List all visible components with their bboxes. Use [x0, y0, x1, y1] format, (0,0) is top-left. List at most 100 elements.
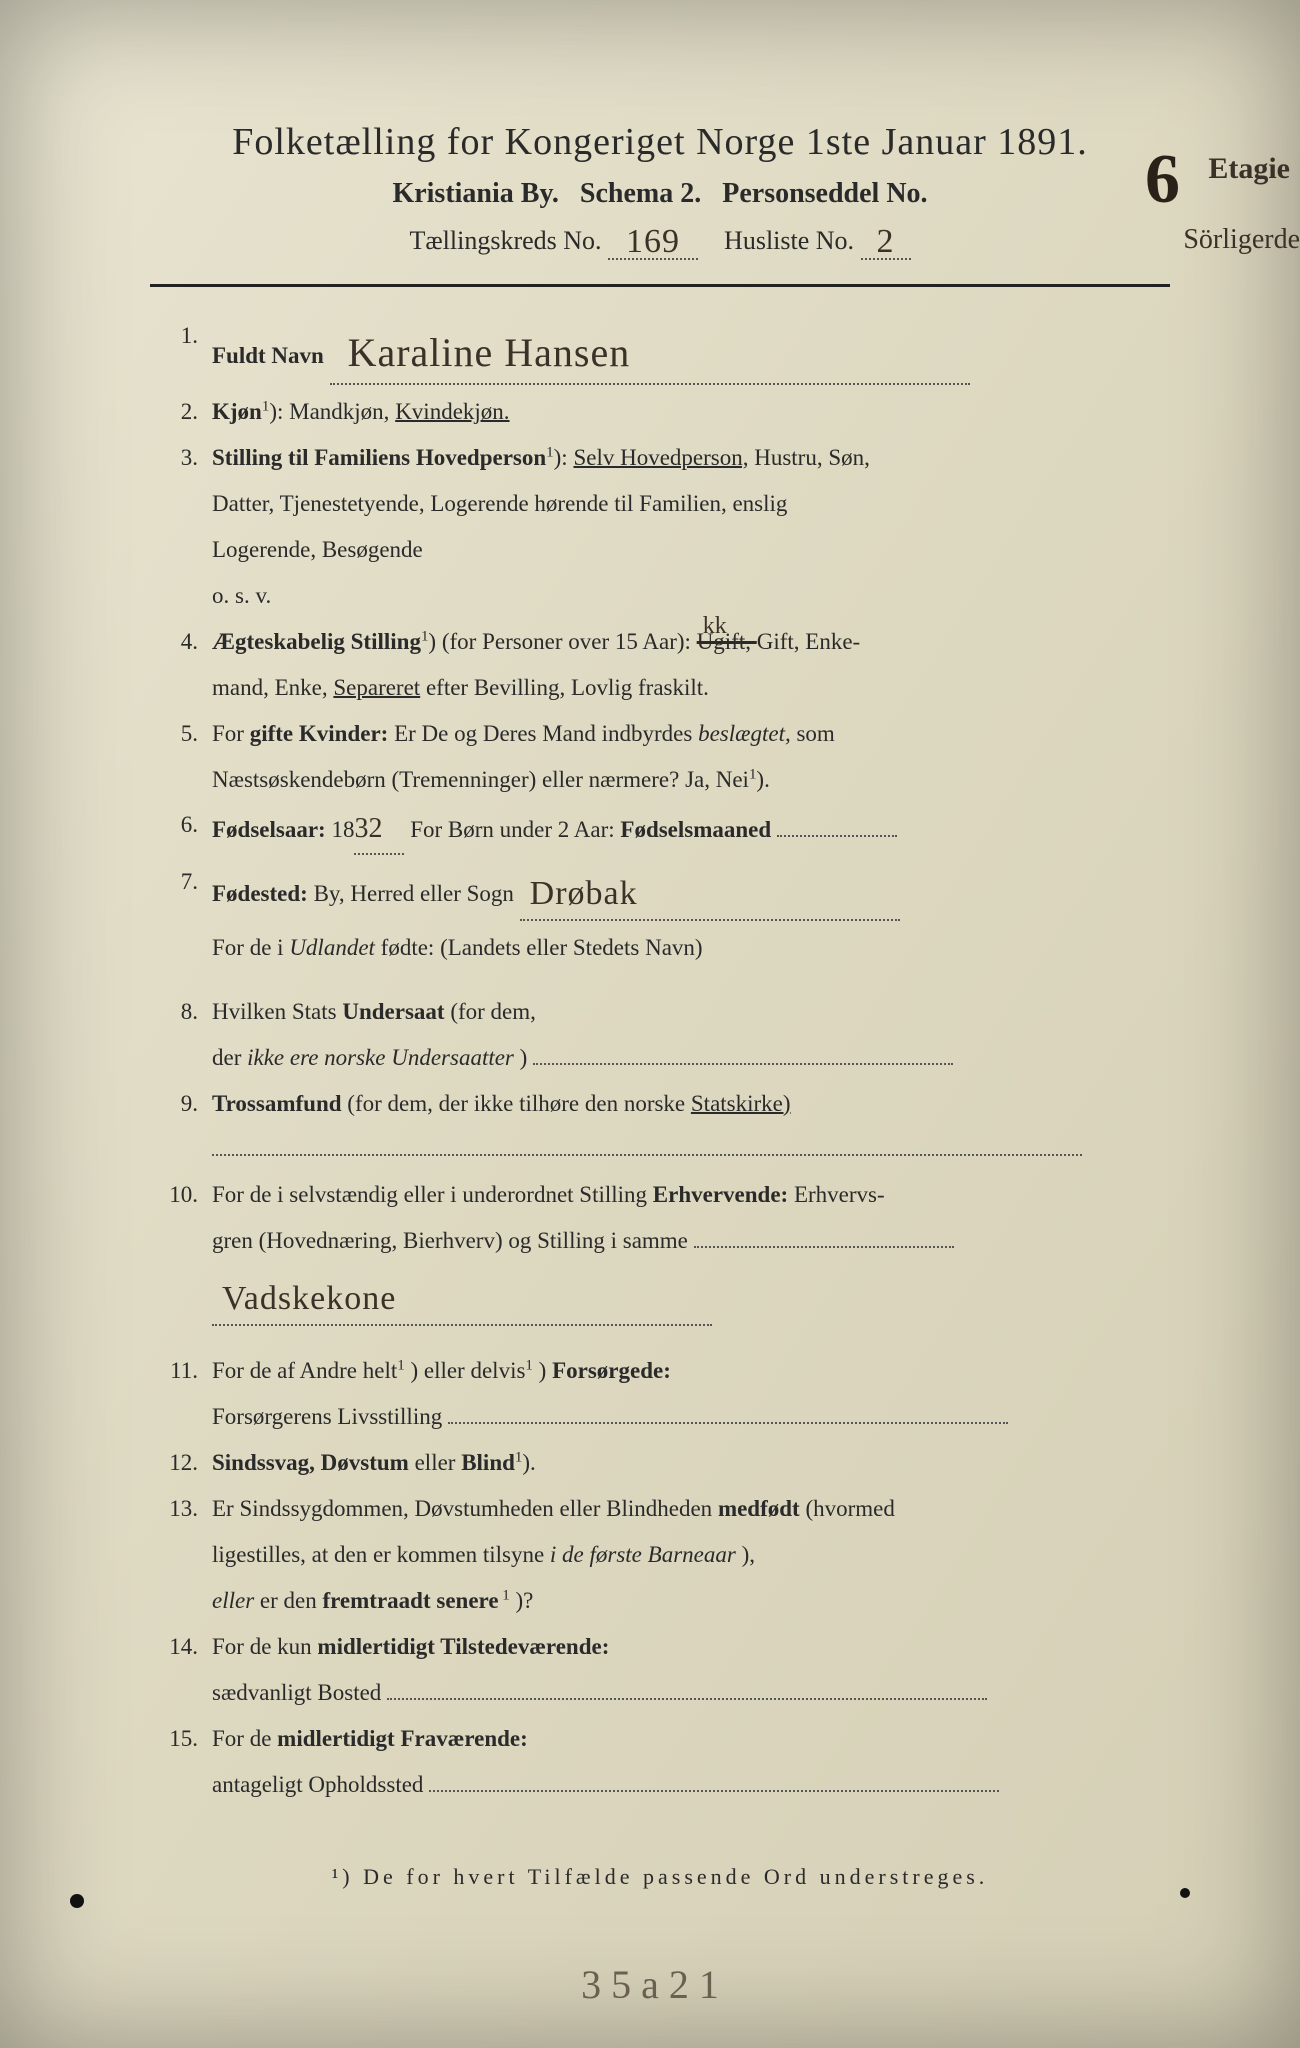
q4-handmark: kk	[703, 607, 727, 647]
q13-line2a: ligestilles, at den er kommen tilsyne	[212, 1542, 550, 1567]
q11-line2-text: Forsørgerens Livsstilling	[212, 1404, 442, 1429]
q4-line2: mand, Enke, Separeret efter Bevilling, L…	[150, 669, 1170, 707]
q12-b2: Blind	[461, 1450, 515, 1475]
bottom-annotation: 3 5 a 2 1	[581, 1961, 719, 2008]
q13-line2b: ),	[742, 1542, 755, 1567]
q15: 15. For de midlertidigt Fraværende:	[150, 1720, 1170, 1758]
side-annotation: Sörligerde	[1183, 224, 1300, 256]
form-subtitle2: Tællingskreds No. 169 Husliste No. 2 Sör…	[150, 220, 1170, 260]
q6: 6. Fødselsaar: 1832 For Børn under 2 Aar…	[150, 806, 1170, 854]
q9-text: (for dem, der ikke tilhøre den norske	[347, 1091, 691, 1116]
q10: 10. For de i selvstændig eller i underor…	[150, 1176, 1170, 1214]
q13-b1: medfødt	[718, 1496, 800, 1521]
q15-b1: midlertidigt Fraværende:	[277, 1726, 528, 1751]
paper-blemish	[70, 1894, 84, 1908]
q11-line2: Forsørgerens Livsstilling	[150, 1398, 1170, 1436]
q15-line2: antageligt Opholdssted	[150, 1766, 1170, 1804]
q2: 2. Kjøn1): Mandkjøn, Kvindekjøn.	[150, 393, 1170, 431]
person-no-value: 6	[1145, 140, 1180, 220]
q4-line2b: efter Bevilling, Lovlig fraskilt.	[426, 675, 709, 700]
q10-text2: Erhvervs-	[794, 1182, 885, 1207]
q15-line2-text: antageligt Opholdssted	[212, 1772, 423, 1797]
q12-b1: Sindssvag, Døvstum	[212, 1450, 409, 1475]
q6-label2: Fødselsmaaned	[620, 817, 771, 842]
q3-label: Stilling til Familiens Hovedperson	[212, 445, 546, 470]
q2-options: Mandkjøn,	[289, 399, 395, 424]
q3-num: 3.	[150, 439, 212, 477]
q6-prefix: 18	[331, 817, 354, 842]
q12-num: 12.	[150, 1444, 212, 1482]
q11-text1: For de af Andre helt	[212, 1358, 397, 1383]
q11-text3: )	[539, 1358, 552, 1383]
q10-value: Vadskekone	[212, 1280, 396, 1317]
q9-num: 9.	[150, 1085, 212, 1123]
q3-selected: Selv Hovedperson,	[573, 445, 748, 470]
q1-value: Karaline Hansen	[330, 330, 631, 375]
q8-line2a: der	[212, 1045, 247, 1070]
q2-num: 2.	[150, 393, 212, 431]
q13-text1: Er Sindssygdommen, Døvstumheden eller Bl…	[212, 1496, 718, 1521]
q13-line3b: er den	[260, 1588, 323, 1613]
q5: 5. For gifte Kvinder: Er De og Deres Man…	[150, 715, 1170, 753]
q5-line2-text: Næstsøskendebørn (Tremenninger) eller næ…	[212, 767, 749, 792]
q13-line3: eller er den fremtraadt senere 1 )?	[150, 1582, 1170, 1620]
husliste-no-value: 2	[877, 223, 895, 260]
q4-label: Ægteskabelig Stilling	[212, 629, 421, 654]
q3-line3: Logerende, Besøgende	[150, 531, 1170, 569]
q13-text2: (hvormed	[805, 1496, 894, 1521]
q3: 3. Stilling til Familiens Hovedperson1):…	[150, 439, 1170, 477]
form-title: Folketælling for Kongeriget Norge 1ste J…	[150, 120, 1170, 164]
q8-i1: ikke ere norske Undersaatter	[247, 1045, 514, 1070]
q13-line3a: eller	[212, 1588, 254, 1613]
q3-rest1: Hustru, Søn,	[754, 445, 870, 470]
q3-line4: o. s. v.	[150, 577, 1170, 615]
q1-num: 1.	[150, 317, 212, 385]
q5-rest: Er De og Deres Mand indbyrdes	[394, 721, 698, 746]
q5-line2: Næstsøskendebørn (Tremenninger) eller næ…	[150, 761, 1170, 799]
q4-rest1: Gift, Enke-	[757, 629, 860, 654]
q13-i1: i de første Barneaar	[550, 1542, 736, 1567]
q5-i1: beslægtet,	[698, 721, 791, 746]
q4-selected: Separeret	[333, 675, 420, 700]
q5-rest2: som	[796, 721, 834, 746]
q2-selected: Kvindekjøn.	[395, 399, 509, 424]
q6-num: 6.	[150, 806, 212, 854]
q4-paren: (for Personer over 15 Aar):	[442, 629, 697, 654]
q14: 14. For de kun midlertidigt Tilstedevære…	[150, 1628, 1170, 1666]
q10-num: 10.	[150, 1176, 212, 1214]
q14-line2: sædvanligt Bosted	[150, 1674, 1170, 1712]
q11-text2: ) eller delvis	[410, 1358, 525, 1383]
paper-blemish	[1180, 1888, 1190, 1898]
q11-b1: Forsørgede:	[552, 1358, 671, 1383]
q7-label: Fødested:	[212, 881, 308, 906]
q5-num: 5.	[150, 715, 212, 753]
city-label: Kristiania By.	[392, 178, 558, 209]
q1: 1. Fuldt Navn Karaline Hansen	[150, 317, 1170, 385]
form-subtitle: Kristiania By. Schema 2. Personseddel No…	[150, 178, 1170, 210]
q4-num: 4.	[150, 623, 212, 661]
q7-num: 7.	[150, 863, 212, 921]
q8-b1: Undersaat	[342, 999, 444, 1024]
q2-label: Kjøn	[212, 399, 262, 424]
schema-label: Schema 2.	[580, 178, 701, 209]
q6-year: 32	[354, 813, 382, 844]
q14-b1: midlertidigt Tilstedeværende:	[317, 1634, 609, 1659]
kreds-no-value: 169	[626, 223, 680, 260]
q10-text1: For de i selvstændig eller i underordnet…	[212, 1182, 653, 1207]
q9-b1: Trossamfund	[212, 1091, 342, 1116]
q7: 7. Fødested: By, Herred eller Sogn Drøba…	[150, 863, 1170, 921]
q5-b1: gifte Kvinder:	[250, 721, 389, 746]
q13: 13. Er Sindssygdommen, Døvstumheden elle…	[150, 1490, 1170, 1528]
q4-struck: Ugift, kk	[697, 629, 757, 654]
q5-for: For	[212, 721, 250, 746]
q7-line2: For de i Udlandet fødte: (Landets eller …	[150, 929, 1170, 967]
q7-rest: By, Herred eller Sogn	[314, 881, 514, 906]
q10-b1: Erhvervende:	[653, 1182, 788, 1207]
q7-value: Drøbak	[520, 875, 638, 912]
q12-text: eller	[415, 1450, 462, 1475]
q8-text2: (for dem,	[450, 999, 536, 1024]
q6-label: Fødselsaar:	[212, 817, 326, 842]
q8-text1: Hvilken Stats	[212, 999, 342, 1024]
q10-line2: gren (Hovednæring, Bierhverv) og Stillin…	[150, 1222, 1170, 1260]
q10-line2-text: gren (Hovednæring, Bierhverv) og Stillin…	[212, 1228, 688, 1253]
